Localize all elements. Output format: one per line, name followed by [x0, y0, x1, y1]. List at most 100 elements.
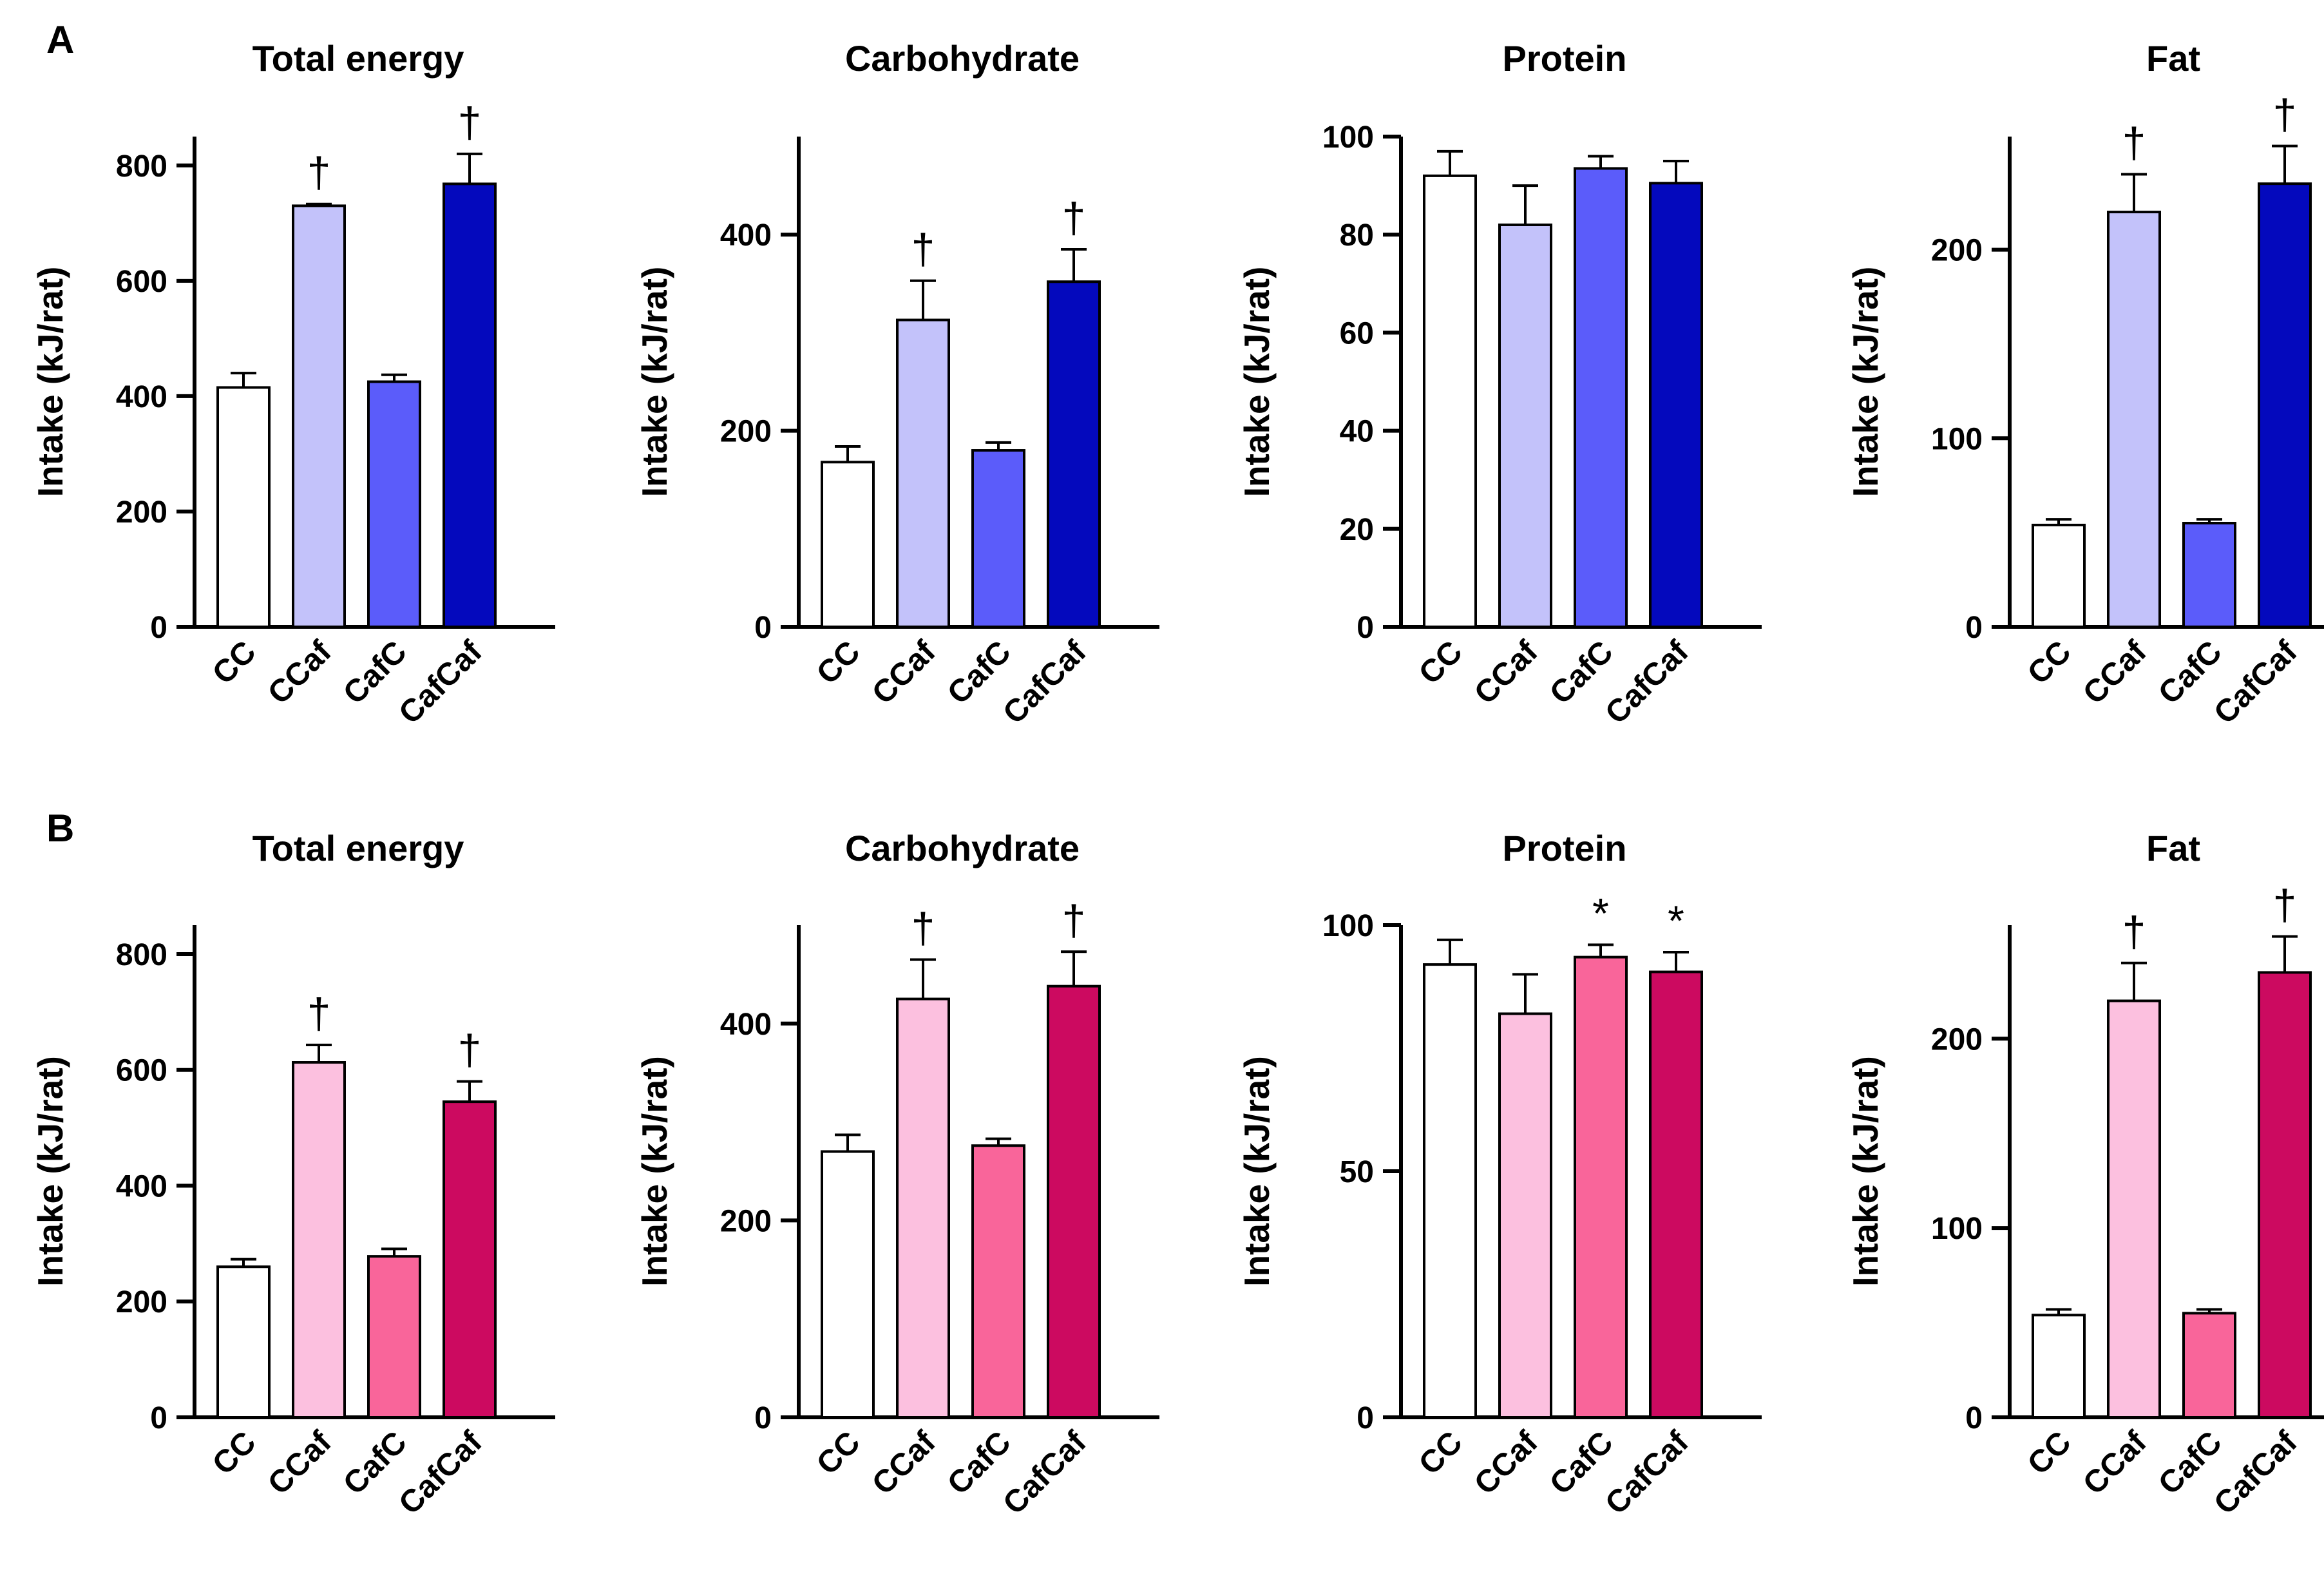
significance-dagger: †	[307, 990, 331, 1037]
significance-dagger: †	[2122, 119, 2146, 167]
category-label: CC	[1413, 1425, 1469, 1482]
y-tick-label: 0	[150, 1401, 167, 1435]
bar-cc	[216, 1265, 271, 1419]
bar-cafc	[971, 449, 1025, 628]
bar-cafcaf	[443, 182, 497, 628]
y-tick-label: 100	[1931, 422, 1983, 456]
y-tick-label: 0	[150, 611, 167, 645]
y-tick-label: 100	[1931, 1212, 1983, 1246]
category-label: CC	[206, 635, 263, 691]
bar-cafcaf	[1047, 984, 1101, 1419]
bar-cafcaf	[1047, 280, 1101, 629]
y-tick-label: 40	[1340, 415, 1374, 449]
y-axis-label: Intake (kJ/rat)	[1845, 1056, 1885, 1287]
category-label: CafCaf	[392, 1424, 489, 1521]
chart-b-1: Total energy Intake (kJ/rat) 0 200 400 600 800…	[30, 828, 555, 1521]
chart-a-3: Protein Intake (kJ/rat) 0 20 40 60 80 100 CCCCaf…	[1237, 38, 1762, 731]
y-tick-label: 400	[116, 380, 167, 414]
category-label: CC	[1413, 635, 1469, 691]
bar-cc	[821, 1150, 875, 1419]
chart-title: Total energy	[252, 828, 464, 868]
y-tick-label: 200	[720, 415, 772, 449]
bar-cafc	[971, 1144, 1025, 1419]
category-label: CCaf	[1468, 1424, 1545, 1502]
y-axis-label: Intake (kJ/rat)	[1237, 1056, 1277, 1287]
y-tick-label: 200	[1931, 234, 1983, 268]
y-tick-label: 600	[116, 1054, 167, 1088]
significance-dagger: †	[458, 1026, 482, 1074]
bar-cc	[1423, 174, 1477, 628]
bar-cafc	[1574, 167, 1628, 628]
y-tick-label: 600	[116, 265, 167, 299]
bar-cafcaf	[2258, 971, 2312, 1419]
bar-ccaf	[1498, 223, 1552, 629]
category-label: CafCaf	[392, 634, 489, 731]
chart-title: Protein	[1503, 38, 1627, 79]
bar-cc	[216, 386, 271, 628]
chart-title: Fat	[2146, 38, 2200, 79]
significance-dagger: †	[2122, 908, 2146, 955]
category-label: CafCaf	[2207, 634, 2304, 731]
bar-cc	[821, 461, 875, 629]
significance-asterisk: *	[1668, 897, 1684, 944]
chart-a-1: Total energy Intake (kJ/rat) 0 200 400 600 800…	[30, 38, 555, 731]
category-label: CCaf	[866, 1424, 943, 1502]
bar-cafcaf	[443, 1100, 497, 1419]
y-tick-label: 200	[116, 495, 167, 530]
significance-dagger: †	[458, 99, 482, 146]
panel-letter-a: A	[46, 18, 74, 61]
y-tick-label: 60	[1340, 316, 1374, 350]
y-tick-label: 20	[1340, 513, 1374, 547]
category-label: CC	[206, 1425, 263, 1482]
chart-title: Protein	[1503, 828, 1627, 868]
chart-title: Fat	[2146, 828, 2200, 868]
y-tick-label: 0	[754, 1401, 772, 1435]
category-label: CafCaf	[996, 634, 1093, 731]
bar-ccaf	[292, 1061, 346, 1419]
bar-ccaf	[896, 318, 950, 628]
bar-ccaf	[896, 997, 950, 1419]
bar-cafc	[367, 1255, 421, 1419]
y-tick-label: 800	[116, 938, 167, 972]
significance-dagger: †	[2273, 881, 2297, 929]
bar-cafcaf	[1649, 970, 1703, 1419]
y-axis-label: Intake (kJ/rat)	[634, 267, 674, 497]
category-label: CafCaf	[1599, 1424, 1695, 1521]
bar-ccaf	[292, 204, 346, 628]
significance-dagger: †	[2273, 91, 2297, 139]
bar-cafc	[2182, 522, 2236, 628]
category-label: CC	[810, 635, 867, 691]
y-tick-label: 100	[1322, 120, 1374, 155]
significance-dagger: †	[1062, 896, 1086, 944]
y-tick-label: 80	[1340, 218, 1374, 253]
category-label: CafCaf	[1599, 634, 1695, 731]
chart-title: Total energy	[252, 38, 464, 79]
y-axis-label: Intake (kJ/rat)	[1237, 267, 1277, 497]
y-tick-label: 200	[116, 1285, 167, 1319]
category-label: CCaf	[262, 1424, 339, 1502]
category-label: CafCaf	[2207, 1424, 2304, 1521]
y-axis-label: Intake (kJ/rat)	[30, 1056, 70, 1287]
bar-ccaf	[1498, 1012, 1552, 1419]
category-label: CCaf	[262, 634, 339, 711]
significance-dagger: †	[911, 904, 935, 952]
significance-asterisk: *	[1592, 890, 1609, 937]
bar-cafc	[1574, 955, 1628, 1419]
chart-b-2: Carbohydrate Intake (kJ/rat) 0 200 400 CC † CCa…	[634, 828, 1159, 1521]
category-label: CCaf	[2077, 1424, 2154, 1502]
y-tick-label: 0	[1357, 1401, 1374, 1435]
panel-letter-b: B	[46, 807, 74, 850]
bar-cafcaf	[2258, 182, 2312, 628]
significance-dagger: †	[911, 225, 935, 273]
category-label: CafCaf	[996, 1424, 1093, 1521]
bar-cafcaf	[1649, 182, 1703, 629]
chart-a-2: Carbohydrate Intake (kJ/rat) 0 200 400 CC † CCa…	[634, 38, 1159, 731]
y-tick-label: 400	[720, 1008, 772, 1042]
y-tick-label: 800	[116, 149, 167, 184]
y-tick-label: 0	[1965, 611, 1983, 645]
